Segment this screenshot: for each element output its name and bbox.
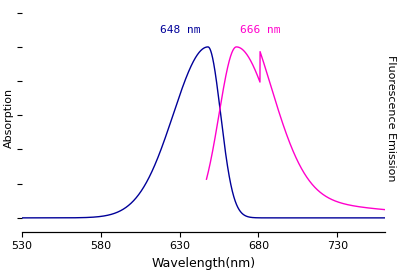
Y-axis label: Fluorescence Emission: Fluorescence Emission [386,55,396,181]
Y-axis label: Absorption: Absorption [4,88,14,148]
Text: 648 nm: 648 nm [160,25,200,35]
Text: 666 nm: 666 nm [240,25,280,35]
X-axis label: Wavelength(nm): Wavelength(nm) [151,257,255,270]
